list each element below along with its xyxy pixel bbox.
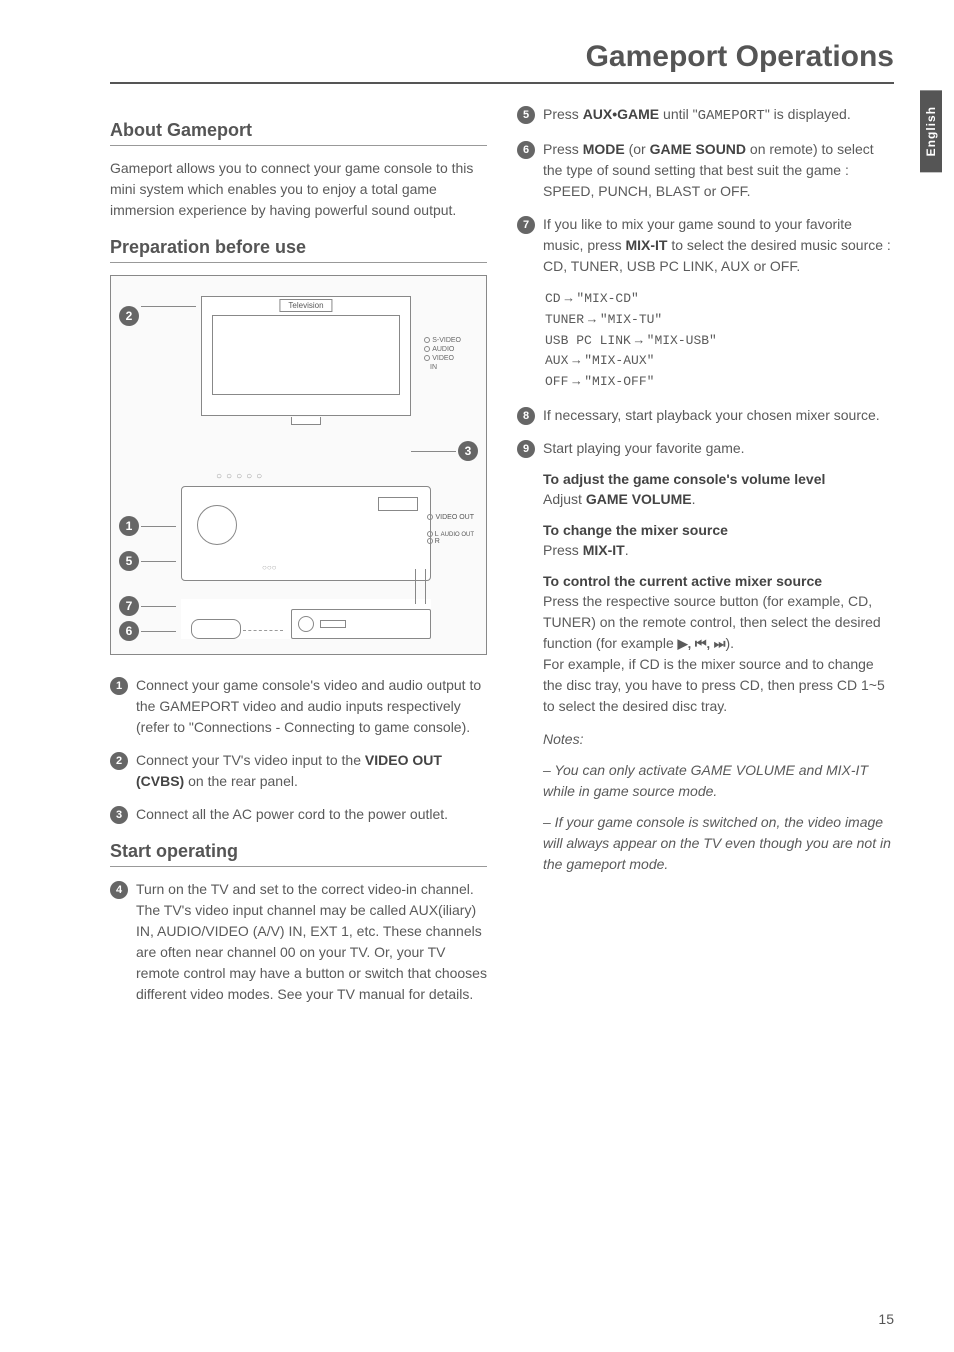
step-number-9: 9 <box>517 440 535 458</box>
step-number-4: 4 <box>110 881 128 899</box>
step-3-text: Connect all the AC power cord to the pow… <box>136 804 487 825</box>
notes-heading: Notes: <box>543 729 894 750</box>
video-out-text: VIDEO OUT <box>435 514 474 521</box>
diagram-callout-2: 2 <box>119 306 139 326</box>
about-heading: About Gameport <box>110 120 487 146</box>
step-number-5: 5 <box>517 106 535 124</box>
step-number-8: 8 <box>517 407 535 425</box>
diagram-game-console <box>181 599 431 639</box>
step-number-7: 7 <box>517 216 535 234</box>
diagram-mini-system: ○○○ <box>181 486 431 581</box>
start-step-4: 4 Turn on the TV and set to the correct … <box>110 879 487 1005</box>
step-6-text: Press MODE (or GAME SOUND on remote) to … <box>543 139 894 202</box>
step-5-text: Press AUX•GAME until "GAMEPORT" is displ… <box>543 104 894 127</box>
diagram-video-out-label: VIDEO OUT <box>427 514 474 521</box>
step-number-2: 2 <box>110 752 128 770</box>
language-tab: English <box>920 90 942 172</box>
diagram-tv-ports: S-VIDEO AUDIO VIDEO IN <box>424 336 461 372</box>
audio-l-text: L <box>435 531 439 538</box>
step-7: 7 If you like to mix your game sound to … <box>517 214 894 277</box>
step-number-3: 3 <box>110 806 128 824</box>
right-column: 5 Press AUX•GAME until "GAMEPORT" is dis… <box>517 104 894 1017</box>
prep-step-1: 1 Connect your game console's video and … <box>110 675 487 738</box>
step-8: 8 If necessary, start playback your chos… <box>517 405 894 426</box>
step-8-text: If necessary, start playback your chosen… <box>543 405 894 426</box>
prep-step-2: 2 Connect your TV's video input to the V… <box>110 750 487 792</box>
left-column: About Gameport Gameport allows you to co… <box>110 104 487 1017</box>
change-mixer-text: Press MIX-IT. <box>543 540 894 561</box>
change-mixer-heading: To change the mixer source <box>543 522 894 538</box>
step-2-text: Connect your TV's video input to the VID… <box>136 750 487 792</box>
step-6: 6 Press MODE (or GAME SOUND on remote) t… <box>517 139 894 202</box>
adjust-volume-text: Adjust GAME VOLUME. <box>543 489 894 510</box>
about-text: Gameport allows you to connect your game… <box>110 158 487 221</box>
page-number: 15 <box>878 1311 894 1327</box>
step-5: 5 Press AUX•GAME until "GAMEPORT" is dis… <box>517 104 894 127</box>
audio-r-text: R <box>435 538 440 545</box>
mixit-display-list: CD→"MIX-CD" TUNER→"MIX-TU" USB PC LINK→"… <box>545 289 894 393</box>
diagram-audio-out-label: L AUDIO OUT R <box>427 531 474 545</box>
note-2: – If your game console is switched on, t… <box>543 812 894 875</box>
adjust-volume-heading: To adjust the game console's volume leve… <box>543 471 894 487</box>
note-1: – You can only activate GAME VOLUME and … <box>543 760 894 802</box>
step-4-text: Turn on the TV and set to the correct vi… <box>136 879 487 1005</box>
step-1-text: Connect your game console's video and au… <box>136 675 487 738</box>
control-mixer-text: Press the respective source button (for … <box>543 591 894 717</box>
diagram-tv-label: Television <box>279 299 332 312</box>
step-7-text: If you like to mix your game sound to yo… <box>543 214 894 277</box>
step-number-6: 6 <box>517 141 535 159</box>
diagram-callout-1: 1 <box>119 516 139 536</box>
diagram-callout-6: 6 <box>119 621 139 641</box>
prep-heading: Preparation before use <box>110 237 487 263</box>
diagram-tv: Television <box>201 296 411 416</box>
diagram-callout-7: 7 <box>119 596 139 616</box>
step-9-text: Start playing your favorite game. <box>543 438 894 459</box>
page-title: Gameport Operations <box>110 40 894 84</box>
audio-out-text: AUDIO OUT <box>441 532 474 538</box>
connection-diagram: 2 3 1 5 7 6 Television S-VIDEO AUDIO VID… <box>110 275 487 655</box>
step-number-1: 1 <box>110 677 128 695</box>
diagram-callout-3: 3 <box>458 441 478 461</box>
control-mixer-heading: To control the current active mixer sour… <box>543 573 894 589</box>
prep-step-3: 3 Connect all the AC power cord to the p… <box>110 804 487 825</box>
start-heading: Start operating <box>110 841 487 867</box>
playback-icons: ▶, ⏮, ⏭ <box>678 634 726 654</box>
diagram-callout-5: 5 <box>119 551 139 571</box>
step-9: 9 Start playing your favorite game. <box>517 438 894 459</box>
